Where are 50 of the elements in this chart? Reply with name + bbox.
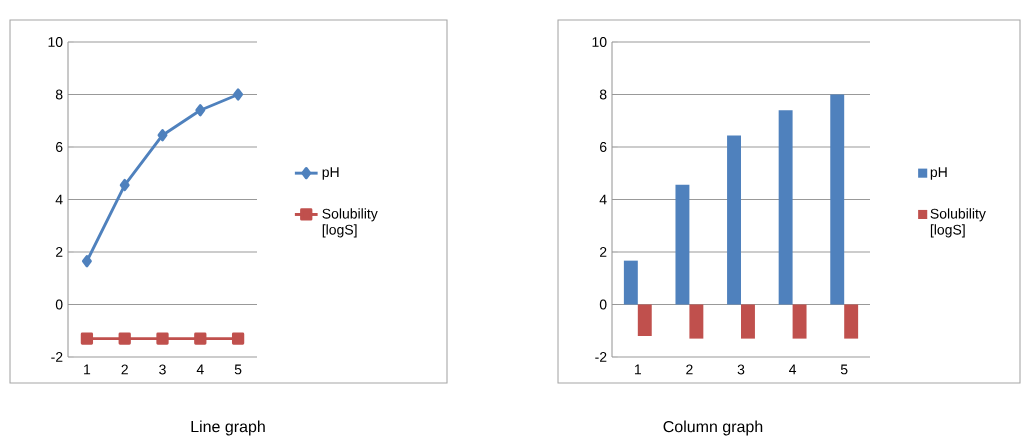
point — [156, 332, 169, 345]
x-tick-label: 4 — [789, 364, 797, 375]
x-tick-label: 4 — [196, 364, 204, 375]
bar — [689, 304, 704, 339]
bar — [844, 304, 859, 339]
x-tick-label: 5 — [234, 364, 242, 375]
text: Line graph — [191, 420, 265, 436]
point — [157, 129, 168, 142]
x-tick-label: 5 — [840, 364, 848, 375]
x-tick-label: 3 — [159, 364, 166, 375]
x-tick-label: 1 — [84, 364, 91, 375]
y-tick-label: 8 — [55, 89, 63, 100]
y-tick-label: 2 — [56, 247, 63, 257]
bar — [637, 304, 652, 336]
y-tick-label: 4 — [599, 194, 607, 205]
point — [195, 104, 206, 117]
bar — [778, 110, 793, 305]
point — [233, 88, 244, 101]
legend-label: pH — [930, 167, 947, 180]
x-tick-label: 2 — [121, 364, 128, 375]
point — [118, 332, 131, 345]
x-tick-label: 3 — [737, 364, 745, 375]
bar — [675, 184, 690, 305]
y-tick-label: 6 — [600, 142, 607, 152]
point — [80, 332, 94, 345]
x-tick-label: 2 — [686, 364, 693, 375]
y-tick-label: 0 — [599, 299, 607, 310]
y-tick-label: -2 — [595, 352, 607, 362]
bar — [792, 304, 807, 339]
point — [119, 178, 130, 192]
y-tick-label: 0 — [55, 299, 63, 310]
point — [231, 332, 245, 345]
text: Column graph — [663, 420, 763, 436]
legend-label: Solubility [logS] — [322, 208, 378, 238]
y-tick-label: 10 — [592, 37, 607, 47]
x-tick-label: 1 — [634, 364, 641, 375]
point — [81, 255, 92, 268]
y-tick-label: 8 — [599, 89, 607, 100]
bar — [830, 94, 845, 305]
y-tick-label: -2 — [51, 352, 63, 362]
legend-label: Solubility [logS] — [930, 208, 986, 238]
y-tick-label: 2 — [600, 247, 607, 257]
point — [194, 332, 207, 345]
y-tick-label: 4 — [55, 194, 63, 205]
legend-label: pH — [322, 167, 339, 180]
bar — [623, 260, 638, 305]
y-tick-label: 6 — [56, 142, 63, 152]
y-tick-label: 10 — [48, 37, 63, 47]
bar — [741, 304, 755, 339]
bar — [727, 135, 741, 305]
